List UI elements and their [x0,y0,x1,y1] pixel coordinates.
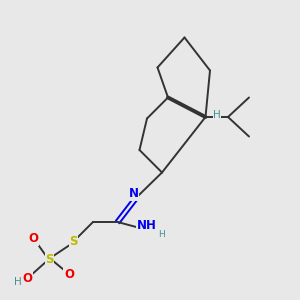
Text: H: H [14,277,21,287]
Text: O: O [64,268,74,281]
Text: S: S [69,235,78,248]
Text: N: N [128,187,139,200]
Text: O: O [22,272,32,286]
Text: S: S [45,253,54,266]
Text: H: H [158,230,164,239]
Text: H: H [213,110,221,120]
Text: NH: NH [137,219,157,232]
Text: O: O [28,232,38,245]
